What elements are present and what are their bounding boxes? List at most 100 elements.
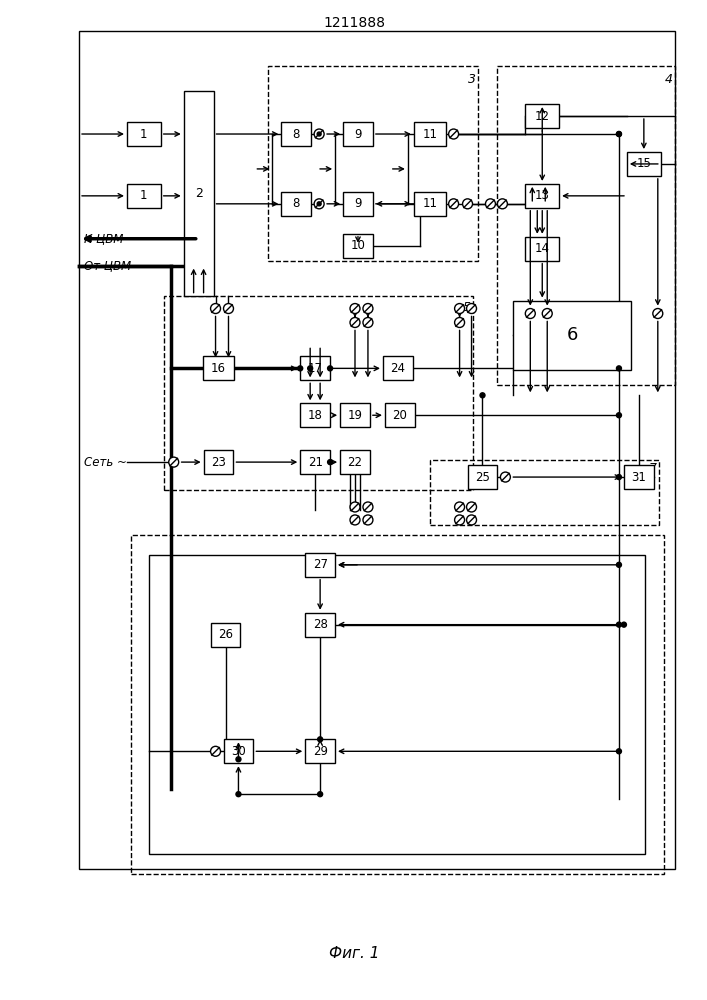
Circle shape — [617, 413, 621, 418]
Circle shape — [449, 129, 459, 139]
Text: 28: 28 — [312, 618, 327, 631]
Circle shape — [617, 132, 621, 137]
Bar — [305, 739, 335, 763]
Circle shape — [298, 366, 303, 371]
Bar — [127, 184, 160, 208]
Circle shape — [211, 304, 221, 314]
Text: 1: 1 — [140, 128, 148, 141]
Bar — [300, 356, 330, 380]
Bar — [430, 460, 659, 525]
Text: 22: 22 — [348, 456, 363, 469]
Circle shape — [350, 502, 360, 512]
Circle shape — [350, 304, 360, 314]
Bar — [281, 122, 311, 146]
Text: 2: 2 — [194, 187, 202, 200]
Text: 16: 16 — [211, 362, 226, 375]
Circle shape — [480, 393, 485, 398]
Bar — [79, 31, 674, 869]
Text: 17: 17 — [308, 362, 322, 375]
Circle shape — [317, 132, 321, 136]
Circle shape — [498, 199, 508, 209]
Text: 21: 21 — [308, 456, 322, 469]
Circle shape — [317, 792, 322, 797]
Text: 3: 3 — [467, 73, 476, 86]
Circle shape — [211, 746, 221, 756]
Bar — [211, 623, 240, 647]
Text: 10: 10 — [351, 239, 366, 252]
Bar — [300, 450, 330, 474]
Text: 9: 9 — [354, 197, 362, 210]
Text: 5: 5 — [462, 301, 471, 314]
Text: 29: 29 — [312, 745, 327, 758]
Circle shape — [308, 366, 312, 371]
Circle shape — [317, 202, 321, 206]
Bar — [127, 122, 160, 146]
Bar — [164, 296, 472, 490]
Bar — [525, 237, 559, 261]
Text: От ЦВМ: От ЦВМ — [84, 259, 132, 272]
Circle shape — [350, 318, 360, 327]
Bar — [624, 465, 654, 489]
Circle shape — [617, 475, 621, 480]
Bar — [498, 66, 674, 385]
Text: 7: 7 — [649, 462, 657, 475]
Circle shape — [350, 515, 360, 525]
Circle shape — [449, 199, 459, 209]
Bar — [281, 192, 311, 216]
Bar — [300, 403, 330, 427]
Text: 26: 26 — [218, 628, 233, 641]
Bar — [148, 555, 645, 854]
Text: 8: 8 — [293, 197, 300, 210]
Text: 13: 13 — [534, 189, 550, 202]
Text: 31: 31 — [631, 471, 646, 484]
Bar — [627, 152, 661, 176]
Bar — [343, 234, 373, 258]
Circle shape — [467, 515, 477, 525]
Bar — [343, 192, 373, 216]
Bar — [414, 192, 445, 216]
Bar — [340, 403, 370, 427]
Bar — [203, 356, 235, 380]
Text: 8: 8 — [293, 128, 300, 141]
Circle shape — [363, 515, 373, 525]
Text: 19: 19 — [348, 409, 363, 422]
Circle shape — [455, 318, 464, 327]
Text: 25: 25 — [475, 471, 490, 484]
Circle shape — [455, 515, 464, 525]
Text: 23: 23 — [211, 456, 226, 469]
Circle shape — [617, 366, 621, 371]
Circle shape — [467, 502, 477, 512]
Bar — [340, 450, 370, 474]
Circle shape — [621, 622, 626, 627]
Circle shape — [363, 502, 373, 512]
Bar — [513, 301, 631, 370]
Circle shape — [327, 366, 332, 371]
Circle shape — [314, 199, 324, 209]
Circle shape — [525, 309, 535, 319]
Bar — [414, 122, 445, 146]
Text: 15: 15 — [636, 157, 651, 170]
Circle shape — [455, 304, 464, 314]
Bar — [305, 613, 335, 637]
Circle shape — [617, 132, 621, 137]
Text: Фиг. 1: Фиг. 1 — [329, 946, 379, 961]
Circle shape — [236, 792, 241, 797]
Bar — [269, 66, 477, 261]
Text: 18: 18 — [308, 409, 322, 422]
Circle shape — [314, 129, 324, 139]
Bar — [343, 122, 373, 146]
Bar — [184, 91, 214, 296]
Circle shape — [653, 309, 662, 319]
Circle shape — [327, 460, 332, 465]
Text: 4: 4 — [665, 73, 673, 86]
Circle shape — [467, 304, 477, 314]
Circle shape — [462, 199, 472, 209]
Bar — [204, 450, 233, 474]
Circle shape — [486, 199, 496, 209]
Text: 24: 24 — [390, 362, 405, 375]
Circle shape — [617, 622, 621, 627]
Circle shape — [617, 749, 621, 754]
Text: 30: 30 — [231, 745, 246, 758]
Circle shape — [236, 757, 241, 762]
Text: 1211888: 1211888 — [323, 16, 385, 30]
